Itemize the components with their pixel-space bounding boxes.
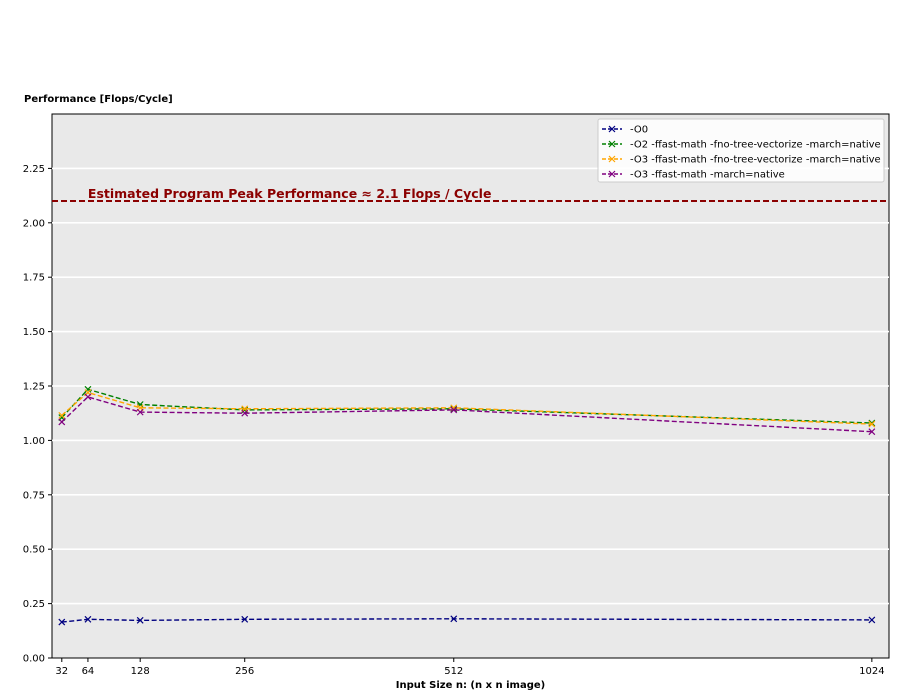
legend-label: -O3 -ffast-math -fno-tree-vectorize -mar… <box>630 155 881 166</box>
y-axis-title: Performance [Flops/Cycle] <box>24 94 173 105</box>
y-tick-label: 0.75 <box>23 490 45 501</box>
x-tick-label: 128 <box>131 666 150 677</box>
x-tick-label: 1024 <box>859 666 884 677</box>
data-point-marker <box>84 393 92 401</box>
data-point-marker <box>450 615 458 623</box>
data-point-marker <box>58 418 66 426</box>
y-tick-label: 1.75 <box>23 273 45 284</box>
legend: -O0 -O2 -ffast-math -fno-tree-vectorize -… <box>597 118 885 183</box>
data-point-marker <box>868 616 876 624</box>
legend-marker <box>608 125 616 133</box>
legend-marker <box>608 155 616 163</box>
x-axis-ticks: 32 64 128 256 512 1024 <box>55 658 885 677</box>
data-point-marker <box>136 408 144 416</box>
y-axis-ticks: 0.00 0.25 0.50 0.75 1.00 1.25 1.50 1.75 2.00 2.25 <box>23 164 52 665</box>
peak-performance-reference: Estimated Program Peak Performance ≈ 2.1… <box>52 186 889 203</box>
data-point-marker <box>136 616 144 624</box>
y-tick-label: 0.50 <box>23 545 45 556</box>
data-point-marker <box>868 428 876 436</box>
legend-label: -O0 <box>630 125 648 136</box>
y-tick-label: 0.25 <box>23 599 45 610</box>
data-point-marker <box>241 615 249 623</box>
data-point-marker <box>868 419 876 427</box>
y-tick-label: 1.50 <box>23 327 45 338</box>
y-tick-label: 2.00 <box>23 218 45 229</box>
series-lines <box>58 385 876 626</box>
data-point-marker <box>450 406 458 414</box>
x-tick-label: 256 <box>235 666 254 677</box>
series-line <box>61 391 872 425</box>
series-line <box>61 396 872 433</box>
data-point-marker <box>58 411 66 419</box>
y-tick-label: 2.25 <box>23 164 45 175</box>
data-point-marker <box>241 409 249 417</box>
legend-marker <box>608 140 616 148</box>
data-point-marker <box>84 615 92 623</box>
x-tick-label: 512 <box>444 666 463 677</box>
legend-label: -O2 -ffast-math -fno-tree-vectorize -mar… <box>630 140 881 151</box>
x-tick-label: 32 <box>55 666 68 677</box>
peak-reference-label: Estimated Program Peak Performance ≈ 2.1… <box>88 186 492 201</box>
series-line <box>61 618 872 623</box>
x-tick-label: 64 <box>82 666 95 677</box>
legend-marker <box>608 170 616 178</box>
data-point-marker <box>868 420 876 428</box>
y-tick-label: 1.25 <box>23 382 45 393</box>
data-point-marker <box>58 618 66 626</box>
x-axis-title: Input Size n: (n x n image) <box>396 680 546 691</box>
data-point-marker <box>450 405 458 413</box>
legend-box <box>597 118 885 183</box>
legend-label: -O3 -ffast-math -march=native <box>630 170 785 181</box>
y-tick-label: 0.00 <box>23 654 45 665</box>
y-tick-label: 1.00 <box>23 436 45 447</box>
